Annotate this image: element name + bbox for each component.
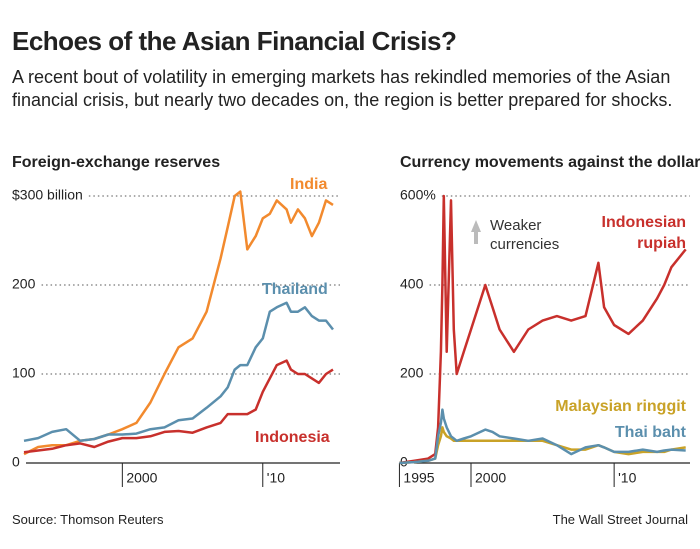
title: Echoes of the Asian Financial Crisis? <box>12 26 457 56</box>
subtitle: A recent bout of volatility in emerging … <box>12 67 673 110</box>
x-tick-label: 2000 <box>475 470 506 486</box>
annotation-arrow <box>471 220 481 244</box>
y-tick-label: $300 billion <box>12 187 83 203</box>
x-tick-label: '10 <box>618 470 636 486</box>
series-line <box>399 194 687 465</box>
source: Source: Thomson Reuters <box>12 512 164 527</box>
series-line <box>23 301 334 443</box>
annotation: Weaker currencies <box>490 217 560 253</box>
x-tick-label: 2000 <box>126 470 157 486</box>
y-tick-label: 0 <box>12 454 20 470</box>
panel-title: Currency movements against the dollar <box>400 154 700 171</box>
series-line <box>399 408 686 465</box>
series-line <box>23 359 334 454</box>
series-line <box>399 426 686 465</box>
series-label: Thai baht <box>614 424 686 441</box>
series-label: Malaysian ringgit <box>555 398 686 415</box>
credit: The Wall Street Journal <box>552 512 688 527</box>
series-label: Indonesia <box>255 429 330 446</box>
panel-title: Foreign-exchange reserves <box>12 154 220 171</box>
series-label: Thailand <box>262 281 328 298</box>
x-tick-label: '10 <box>267 470 285 486</box>
y-tick-label: 200 <box>12 276 36 292</box>
x-tick-label: 1995 <box>403 470 434 486</box>
y-tick-label: 200 <box>400 365 424 381</box>
series-label: India <box>290 176 328 193</box>
y-tick-label: 100 <box>12 365 36 381</box>
series-label: Indonesian rupiah <box>601 214 686 252</box>
y-tick-label: 600% <box>400 187 436 203</box>
series-line <box>23 190 334 456</box>
y-tick-label: 400 <box>400 276 424 292</box>
